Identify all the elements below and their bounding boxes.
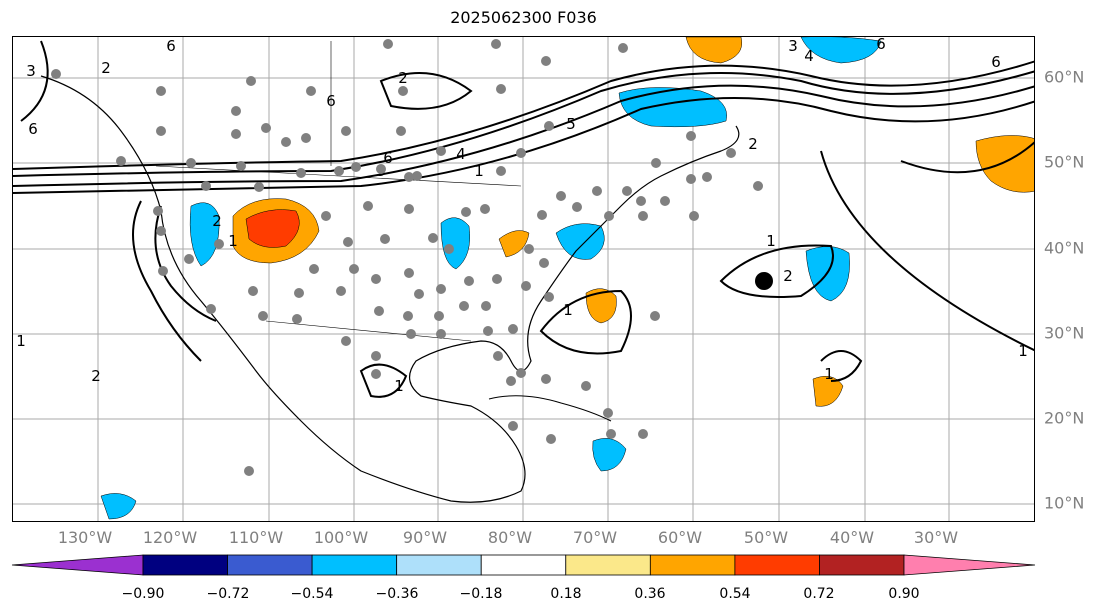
colorbar-tick: −0.36: [375, 586, 419, 602]
cold-anomaly-northeast: [555, 223, 605, 260]
colorbar-segment: [142, 554, 228, 576]
contour-label: 6: [166, 37, 176, 55]
map-canvas: 6 3 2 6 2 6 5 6 4 1 2 1 1 2 1 1 1 2 1 6 …: [13, 37, 1034, 521]
contour-label: 4: [456, 145, 466, 163]
cold-anomaly-great-lakes: [440, 217, 470, 270]
colorbar-extend-high: [903, 554, 1036, 576]
cuba-coast: [488, 395, 612, 422]
colorbar-segment: [311, 554, 398, 576]
contour-label: 6: [28, 120, 38, 138]
longitude-label: 40°W: [829, 528, 875, 547]
colorbar-tick: −0.72: [206, 586, 250, 602]
contour-label: 3: [26, 62, 36, 80]
contour-label: 6: [876, 37, 886, 53]
colorbar: [11, 554, 1036, 576]
colorbar-tick: 0.90: [888, 586, 920, 602]
contour-label: 1: [563, 301, 573, 319]
colorbar-tick: 0.18: [550, 586, 582, 602]
coastline: [40, 75, 740, 503]
contour-label: 1: [824, 365, 834, 383]
contour-label: 2: [748, 135, 758, 153]
contour-label: 1: [474, 162, 484, 180]
colorbar-segment: [649, 554, 736, 576]
cold-anomaly-caribbean: [592, 438, 627, 472]
longitude-label: 50°W: [743, 528, 789, 547]
latitude-label: 10°N: [1044, 493, 1085, 513]
warm-anomaly-atlantic-ridge: [585, 288, 617, 324]
cold-anomaly-greenland: [800, 37, 882, 64]
latitude-label: 40°N: [1044, 238, 1085, 258]
political-borders: [155, 41, 522, 342]
warm-anomaly-east-atlantic: [975, 135, 1034, 193]
colorbar-segment: [227, 554, 313, 576]
anomaly-shading: [100, 37, 1034, 520]
map-panel: 6 3 2 6 2 6 5 6 4 1 2 1 1 2 1 1 1 2 1 6 …: [12, 36, 1035, 522]
hot-core-rockies: [245, 209, 300, 248]
colorbar-extend-low: [11, 554, 144, 576]
contour-label: 2: [398, 69, 408, 87]
contour-label: 2: [783, 267, 793, 285]
target-station-marker: [755, 272, 773, 290]
colorbar-tick: −0.90: [121, 586, 165, 602]
colorbar-segment: [480, 554, 567, 576]
colorbar-tick: −0.18: [459, 586, 503, 602]
height-contours: [13, 40, 1034, 398]
longitude-label: 70°W: [572, 528, 618, 547]
contour-label: 1: [394, 377, 404, 395]
warm-anomaly-ohio: [498, 230, 530, 258]
longitude-label: 120°W: [142, 528, 198, 547]
cold-anomaly-pacific: [100, 493, 137, 520]
contour-label: 5: [566, 115, 576, 133]
contour-label: 6: [383, 149, 393, 167]
contour-label: 4: [804, 47, 814, 65]
contour-label: 1: [16, 332, 26, 350]
colorbar-tick: 0.54: [719, 586, 751, 602]
contour-label: 2: [212, 212, 222, 230]
colorbar-segment: [819, 554, 905, 576]
longitude-label: 80°W: [487, 528, 533, 547]
contour-label: 2: [91, 367, 101, 385]
colorbar-tick: 0.36: [634, 586, 666, 602]
colorbar-tick: −0.54: [290, 586, 334, 602]
latitude-label: 20°N: [1044, 408, 1085, 428]
contour-label: 1: [228, 232, 238, 250]
contour-label: 3: [788, 37, 798, 55]
cold-anomaly-west-coast: [189, 202, 220, 267]
latitude-label: 60°N: [1044, 67, 1085, 87]
contour-label: 6: [991, 53, 1001, 71]
contour-label: 2: [101, 59, 111, 77]
contour-label: 6: [326, 92, 336, 110]
longitude-label: 30°W: [913, 528, 959, 547]
map-title: 2025062300 F036: [450, 8, 597, 27]
longitude-label: 130°W: [57, 528, 113, 547]
colorbar-segment: [565, 554, 651, 576]
contour-label: 1: [766, 232, 776, 250]
longitude-label: 110°W: [228, 528, 284, 547]
latitude-label: 50°N: [1044, 152, 1085, 172]
warm-anomaly-hudson: [685, 37, 743, 64]
colorbar-segment: [396, 554, 482, 576]
latitude-label: 30°N: [1044, 323, 1085, 343]
longitude-label: 100°W: [313, 528, 369, 547]
cold-anomaly-north-atlantic: [618, 87, 727, 128]
contour-labels: 6 3 2 6 2 6 5 6 4 1 2 1 1 2 1 1 1 2 1 6 …: [16, 37, 1028, 395]
colorbar-segment: [734, 554, 820, 576]
warm-anomaly-subtropics: [812, 375, 844, 407]
station-markers: [51, 39, 763, 476]
colorbar-tick: 0.72: [803, 586, 835, 602]
longitude-label: 60°W: [657, 528, 703, 547]
contour-label: 1: [1018, 342, 1028, 360]
longitude-label: 90°W: [402, 528, 448, 547]
